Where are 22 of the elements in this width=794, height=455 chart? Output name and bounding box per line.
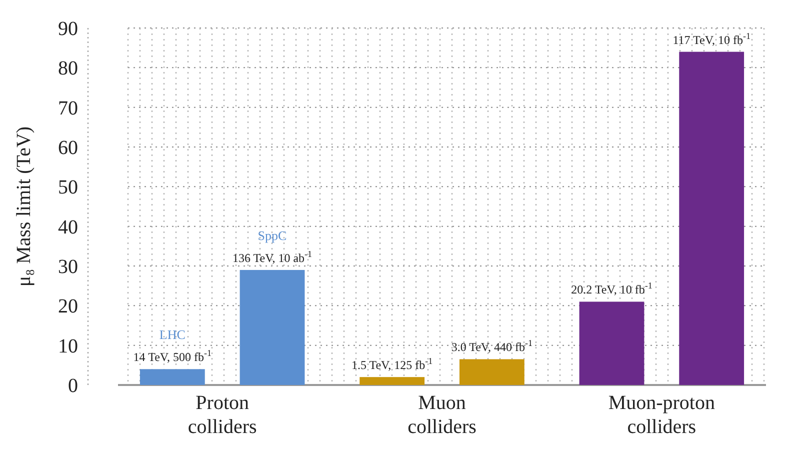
annotation: 20.2 TeV, 10 fb$^{-1}$ (571, 280, 652, 297)
y-tick-label: 30 (58, 256, 78, 278)
y-axis-title: μ₈ Mass limit (TeV) (13, 126, 35, 287)
y-tick-label: 10 (58, 335, 78, 358)
y-tick-label: 20 (58, 296, 78, 318)
x-tick-label: Proton colliders (188, 392, 257, 438)
annotation: LHC (159, 327, 186, 342)
y-tick-label: 50 (58, 176, 78, 199)
y-tick-label: 40 (58, 216, 78, 238)
x-tick-label: Muon colliders (408, 392, 477, 438)
y-tick-label: 80 (58, 58, 78, 80)
annotation: SppC (258, 228, 287, 243)
y-tick-label: 0 (68, 375, 78, 397)
annotation: 3.0 TeV, 440 fb$^{-1}$ (451, 338, 533, 354)
x-tick-label: Muon-proton colliders (608, 392, 715, 438)
y-tick-label: 60 (58, 137, 78, 159)
annotation: 117 TeV, 10 fb$^{-1}$ (672, 30, 750, 47)
annotation: 136 TeV, 10 ab$^{-1}$ (232, 248, 312, 265)
annotation: 1.5 TeV, 125 fb$^{-1}$ (351, 356, 433, 372)
annotation: 14 TeV, 500 fb$^{-1}$ (133, 348, 212, 364)
y-tick-label: 70 (58, 97, 78, 120)
y-tick-label: 90 (58, 18, 78, 40)
